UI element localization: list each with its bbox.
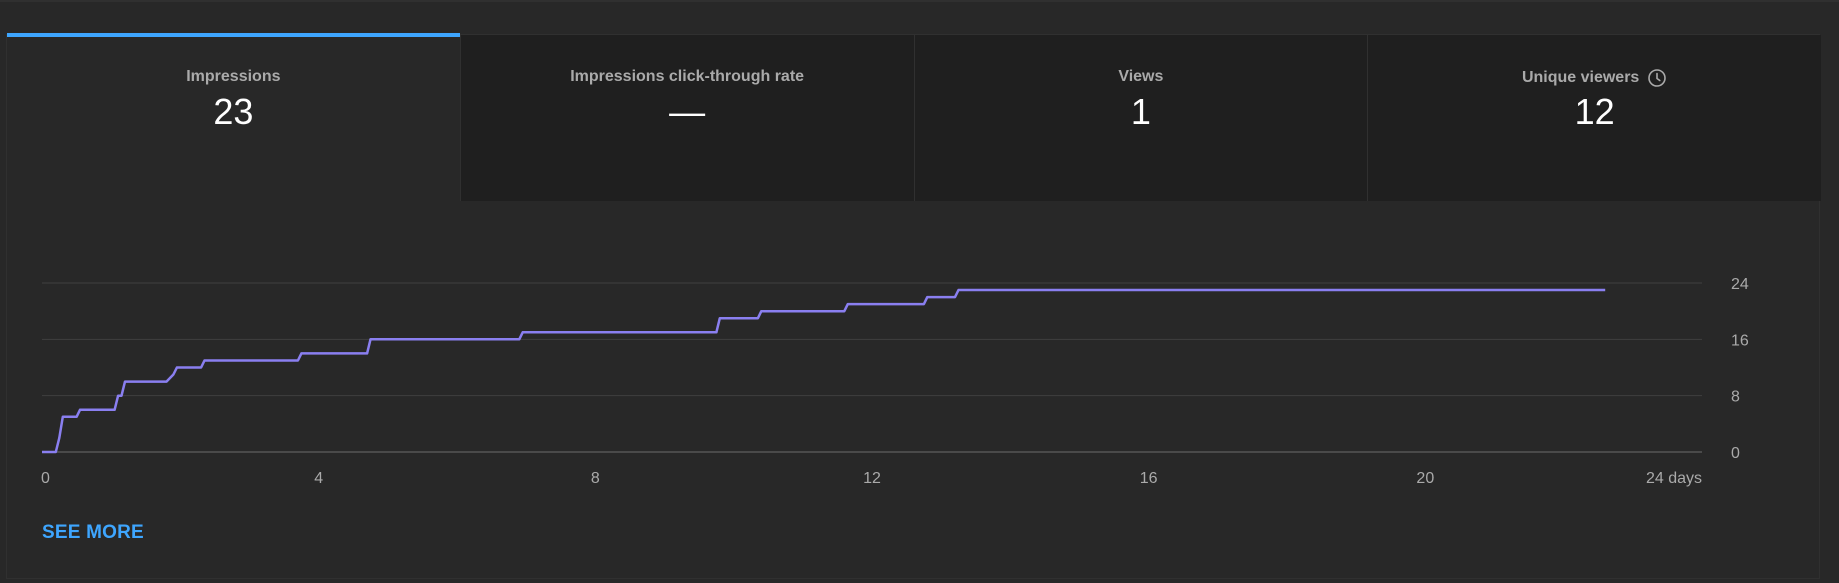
tab-label: Unique viewers — [1368, 68, 1821, 88]
tab-label: Views — [1118, 68, 1164, 85]
clock-icon[interactable] — [1647, 68, 1667, 88]
tab-value: 1 — [1130, 91, 1151, 132]
see-more-link[interactable]: SEE MORE — [42, 522, 144, 543]
tab-value: 12 — [1574, 91, 1615, 132]
tab-label: Impressions click-through rate — [570, 68, 805, 85]
tab-unique-viewers[interactable]: Unique viewers 12 — [1367, 35, 1821, 201]
tab-value: — — [669, 91, 706, 132]
analytics-card: Impressions 23 Impressions click-through… — [6, 33, 1821, 579]
tab-views[interactable]: Views 1 — [913, 35, 1368, 201]
tab-impressions-ctr[interactable]: Impressions click-through rate — — [459, 35, 914, 201]
metric-tabs: Impressions 23 Impressions click-through… — [7, 33, 1821, 201]
top-divider — [0, 0, 1839, 2]
tab-value: 23 — [213, 91, 254, 132]
tab-impressions[interactable]: Impressions 23 — [7, 33, 460, 201]
tab-label: Impressions — [186, 68, 281, 85]
